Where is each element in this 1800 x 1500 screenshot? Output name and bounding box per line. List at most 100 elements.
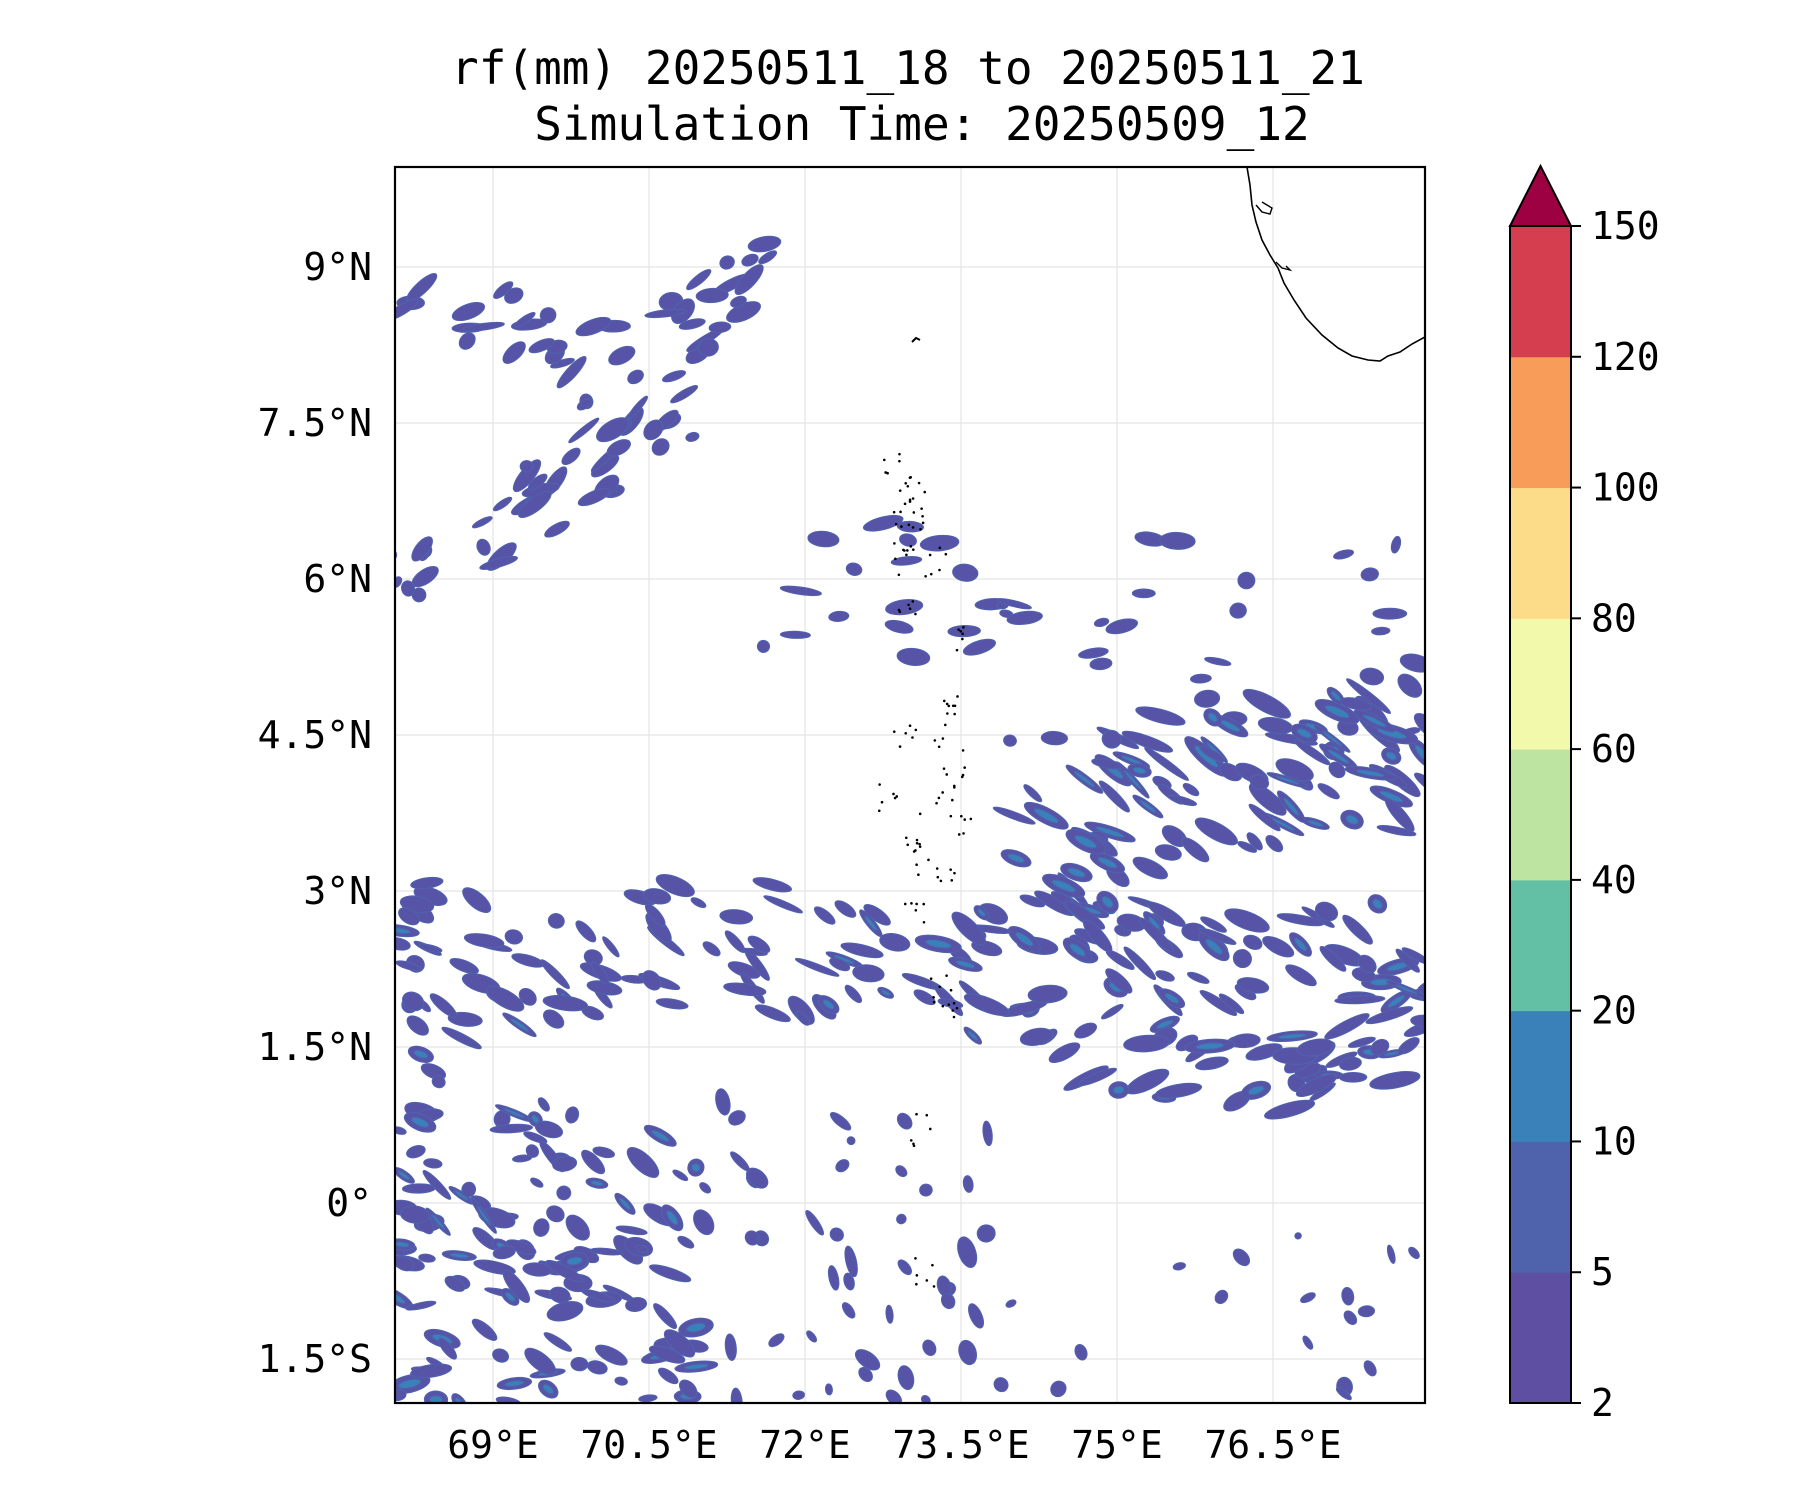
atoll-dot <box>904 836 908 840</box>
rain-cell <box>635 1244 649 1253</box>
atoll-dot <box>898 452 901 456</box>
rain-cell <box>715 1088 731 1116</box>
rain-cell <box>1387 994 1405 1008</box>
atoll-dot <box>920 507 923 510</box>
atoll-dot <box>912 850 916 853</box>
rain-cell <box>1181 837 1210 863</box>
atoll-dot <box>911 548 915 551</box>
colorbar-tick-label: 10 <box>1591 1119 1637 1163</box>
atoll-dot <box>933 739 937 742</box>
rain-cell <box>1341 1286 1355 1306</box>
rain-cell <box>1433 1031 1474 1049</box>
rain-cell <box>824 1383 833 1396</box>
rain-cell <box>1204 656 1232 667</box>
rain-cell <box>967 1030 979 1041</box>
colorbar-band <box>1510 487 1571 619</box>
rain-cell <box>581 1289 616 1303</box>
rain-cell <box>512 459 542 493</box>
rain-cell <box>418 1253 436 1263</box>
atoll-dot <box>932 995 935 999</box>
rain-cell <box>397 1170 411 1181</box>
rain-cell <box>1232 949 1252 969</box>
rain-cell <box>581 1149 606 1175</box>
rain-cell <box>977 908 986 917</box>
rain-cell <box>896 1213 907 1225</box>
rain-cell <box>402 991 425 1012</box>
rain-cell <box>686 268 712 291</box>
rain-cell <box>1064 900 1106 930</box>
y-tick-label: 9°N <box>303 245 372 289</box>
atoll-dot <box>917 481 921 485</box>
map-frame <box>393 165 1427 1405</box>
rain-cell <box>1069 943 1086 957</box>
atoll-dot <box>922 902 926 906</box>
rain-cell <box>502 341 526 364</box>
rain-cell <box>758 250 778 265</box>
rain-cell <box>884 619 914 634</box>
rain-cell <box>476 1205 492 1226</box>
rain-cell <box>651 1129 670 1142</box>
rain-cell <box>662 370 687 383</box>
atoll-dot <box>903 502 907 506</box>
rain-cell <box>756 639 771 653</box>
atoll-dot <box>899 510 902 514</box>
atoll-dot <box>961 749 965 752</box>
rain-cell <box>1229 602 1247 619</box>
atoll-dot <box>949 868 952 871</box>
rain-cell <box>1335 1387 1352 1401</box>
colorbar-band <box>1510 879 1571 1012</box>
atoll-dot <box>919 528 922 531</box>
rain-cell <box>429 993 457 1018</box>
rain-cell <box>1390 535 1402 554</box>
rain-cell <box>458 332 476 350</box>
rain-cell <box>512 1154 533 1163</box>
rain-cell <box>1432 883 1460 898</box>
rain-cell <box>1074 835 1097 849</box>
rain-cell <box>561 447 581 466</box>
atoll-dot <box>911 736 914 739</box>
atoll-dot <box>909 1139 913 1142</box>
india-coastline <box>1246 167 1425 362</box>
atoll-dot <box>915 863 918 867</box>
rain-cell <box>1101 1003 1124 1020</box>
rain-cell <box>1385 751 1397 761</box>
rain-cell <box>1401 947 1425 965</box>
atoll-dot <box>956 695 959 698</box>
lakshadweep-island <box>911 336 921 343</box>
rain-cell <box>1195 1056 1229 1071</box>
atoll-dot <box>969 817 973 821</box>
rain-cell <box>549 1286 571 1304</box>
rain-cell <box>608 345 636 366</box>
rain-cell <box>565 1106 580 1124</box>
rain-cell <box>957 1236 978 1269</box>
rain-cell <box>552 1155 578 1172</box>
rain-cell <box>672 1169 689 1182</box>
rain-cell <box>556 1185 572 1201</box>
rain-cell <box>1339 1072 1368 1083</box>
rainfall-contours <box>395 235 1474 1403</box>
rain-cell <box>406 1015 429 1036</box>
rain-cell <box>411 536 433 562</box>
rain-cell <box>1442 1036 1464 1045</box>
rain-cell <box>1302 1335 1314 1350</box>
rain-cell <box>547 913 565 929</box>
atoll-dot <box>959 630 963 633</box>
y-tick-label: 0° <box>326 1181 372 1225</box>
rain-cell <box>1242 688 1291 719</box>
rain-cell <box>852 964 885 983</box>
rain-cell <box>723 982 767 997</box>
rain-cell <box>728 1110 746 1126</box>
atoll-dot <box>914 728 918 732</box>
rain-cell <box>962 638 997 656</box>
rain-cell <box>1248 803 1281 832</box>
rain-cell <box>885 1389 903 1403</box>
colorbar-tick-label: 150 <box>1591 204 1660 248</box>
rain-cell <box>1296 728 1312 739</box>
rain-cell <box>670 385 699 404</box>
colorbar: 2 5 10 20 40 60 80 100 120 150 <box>1508 163 1660 1425</box>
atoll-dot <box>962 626 965 629</box>
atoll-dot <box>922 920 926 924</box>
atoll-dot <box>938 985 941 989</box>
rain-cell <box>1347 1036 1376 1048</box>
